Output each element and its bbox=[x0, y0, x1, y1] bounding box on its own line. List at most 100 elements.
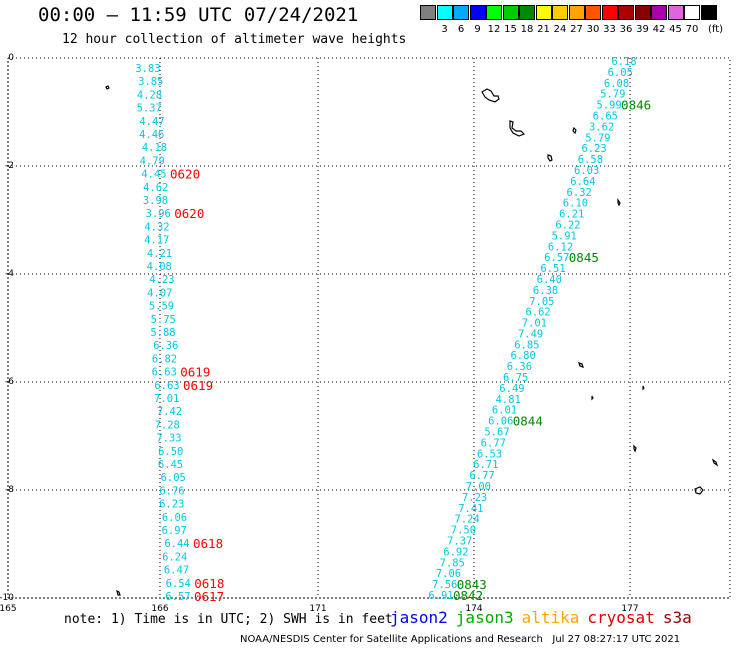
map-grid bbox=[7, 57, 731, 599]
island-shape bbox=[578, 362, 584, 368]
wave-height-value: 5.59 bbox=[149, 301, 174, 313]
wave-height-value: 5.79 bbox=[585, 132, 610, 144]
y-tick-label: 0 bbox=[8, 53, 14, 63]
wave-height-value: 6.23 bbox=[581, 143, 606, 155]
wave-height-value: 4.46 bbox=[139, 129, 164, 141]
wave-height-value: 6.64 bbox=[570, 176, 595, 188]
y-tick-label: -6 bbox=[5, 377, 14, 387]
wave-height-value: 6.47 bbox=[164, 565, 189, 577]
satellite-tracks: 6.186.056.085.795.996.653.625.796.236.58… bbox=[135, 56, 651, 604]
wave-height-value: 7.00 bbox=[466, 481, 491, 493]
color-scale-label: 36 bbox=[619, 24, 633, 35]
wave-height-value: 6.23 bbox=[159, 499, 184, 511]
pass-time-label: 0619 bbox=[180, 365, 210, 380]
legend-item-s3a: s3a bbox=[662, 608, 692, 627]
wave-height-value: 7.24 bbox=[454, 514, 479, 526]
pass-time-label: 0844 bbox=[513, 414, 543, 429]
color-scale-label: 27 bbox=[570, 24, 583, 35]
x-tick-label: 165 bbox=[0, 604, 17, 614]
color-swatch bbox=[700, 5, 717, 20]
island-shape bbox=[591, 395, 594, 401]
axis-tick-labels: 165 166 171 174 177 0 -2 -4 -6 -8 -10 bbox=[0, 53, 639, 614]
color-swatch bbox=[535, 5, 552, 20]
island-shape bbox=[105, 85, 110, 90]
color-swatch bbox=[601, 5, 618, 20]
legend-item-cryosat: cryosat bbox=[587, 608, 655, 627]
wave-height-value: 3.62 bbox=[589, 121, 614, 133]
wave-height-value: 4.45 bbox=[141, 169, 166, 181]
wave-height-value: 6.71 bbox=[473, 459, 498, 471]
wave-height-value: 3.85 bbox=[138, 76, 163, 88]
color-scale-label: 15 bbox=[504, 24, 517, 35]
color-scale-label: 42 bbox=[652, 24, 666, 35]
map-subtitle: 12 hour collection of altimeter wave hei… bbox=[62, 32, 407, 47]
color-scale-label: 21 bbox=[537, 24, 550, 35]
pass-time-label: 0620 bbox=[174, 206, 204, 221]
wave-height-value: 6.63 bbox=[154, 380, 179, 392]
wave-height-value: 6.32 bbox=[567, 187, 592, 199]
color-scale-label: 30 bbox=[586, 24, 600, 35]
wave-height-value: 5.75 bbox=[151, 314, 176, 326]
color-swatch bbox=[469, 5, 486, 20]
map-frame bbox=[7, 57, 731, 599]
color-swatch bbox=[585, 5, 601, 20]
y-tick-label: -4 bbox=[5, 269, 14, 279]
wave-height-value: 6.80 bbox=[511, 350, 536, 362]
wave-height-value: 4.07 bbox=[147, 287, 172, 299]
pass-time-label: 0846 bbox=[621, 98, 651, 113]
wave-height-value: 5.79 bbox=[600, 89, 625, 101]
wave-height-value: 7.37 bbox=[447, 536, 472, 548]
color-scale-label: 39 bbox=[636, 24, 649, 35]
color-swatch bbox=[420, 5, 436, 20]
color-swatch bbox=[684, 5, 700, 20]
island-outlines bbox=[105, 85, 719, 596]
wave-height-value: 4.62 bbox=[143, 182, 168, 194]
wave-height-value: 6.51 bbox=[540, 263, 565, 275]
color-swatch bbox=[667, 5, 684, 20]
wave-height-value: 6.65 bbox=[593, 110, 618, 122]
wave-height-value: 6.08 bbox=[604, 78, 629, 90]
map-title: 00:00 – 11:59 UTC 07/24/2021 bbox=[38, 4, 359, 26]
wave-height-value: 4.23 bbox=[149, 274, 174, 286]
wave-height-value: 6.22 bbox=[555, 219, 580, 231]
wave-height-value: 4.81 bbox=[496, 394, 521, 406]
wave-height-value: 6.77 bbox=[481, 437, 506, 449]
wave-height-value: 3.83 bbox=[135, 63, 160, 75]
wave-height-value: 7.28 bbox=[155, 419, 180, 431]
track-cryosat: 3.833.854.28 5.374.474.464.184.79 4.454.62… bbox=[135, 63, 224, 604]
wave-height-value: 6.92 bbox=[443, 546, 468, 558]
island-shape bbox=[617, 198, 621, 207]
color-swatch bbox=[618, 5, 634, 20]
wave-height-value: 4.18 bbox=[142, 142, 167, 154]
wave-height-value: 5.99 bbox=[596, 100, 621, 112]
wave-height-value: 7.56 bbox=[432, 579, 457, 591]
x-tick-label: 177 bbox=[621, 604, 638, 614]
wave-height-value: 4.28 bbox=[137, 89, 162, 101]
wave-height-value: 6.91 bbox=[428, 590, 453, 602]
y-tick-label: -8 bbox=[5, 485, 14, 495]
x-tick-label: 174 bbox=[465, 604, 482, 614]
pass-time-label: 0842 bbox=[453, 588, 483, 603]
wave-height-value: 4.17 bbox=[144, 235, 169, 247]
pass-time-label: 0618 bbox=[193, 536, 223, 551]
wave-height-value: 6.63 bbox=[152, 367, 177, 379]
wave-height-value: 7.49 bbox=[518, 328, 543, 340]
color-swatch bbox=[453, 5, 469, 20]
wave-height-value: 6.03 bbox=[574, 165, 599, 177]
wave-height-value: 6.77 bbox=[469, 470, 494, 482]
wave-height-value: 6.54 bbox=[166, 578, 191, 590]
color-swatch bbox=[436, 5, 453, 20]
wave-height-value: 6.36 bbox=[507, 361, 532, 373]
wave-height-value: 6.58 bbox=[578, 154, 603, 166]
wave-height-value: 6.50 bbox=[158, 446, 183, 458]
pass-time-label: 0617 bbox=[194, 589, 224, 604]
wave-height-value: 6.49 bbox=[499, 383, 524, 395]
pass-time-label: 0845 bbox=[569, 250, 599, 265]
wave-height-value: 6.05 bbox=[608, 67, 633, 79]
wave-height-value: 3.96 bbox=[146, 208, 171, 220]
island-shape bbox=[642, 385, 645, 391]
wave-height-value: 7.85 bbox=[440, 557, 465, 569]
color-scale-label: 45 bbox=[669, 24, 682, 35]
wave-height-value: 7.06 bbox=[436, 568, 461, 580]
